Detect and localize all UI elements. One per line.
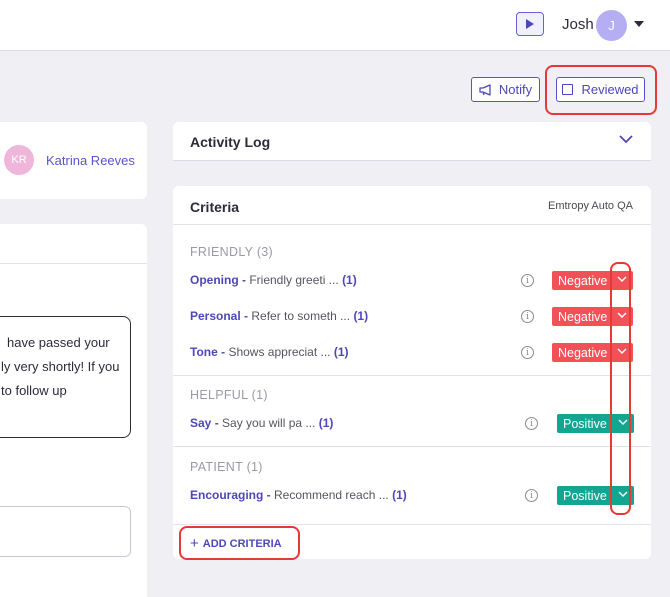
criteria-name: Tone bbox=[190, 345, 218, 359]
highlight-rating-dropdowns bbox=[610, 262, 631, 515]
play-icon bbox=[526, 19, 534, 29]
criteria-item-personal[interactable]: Personal - Refer to someth ... (1) bbox=[190, 309, 369, 323]
criteria-name: Say bbox=[190, 416, 212, 430]
criteria-name: Opening bbox=[190, 273, 239, 287]
top-bar: Josh J bbox=[0, 0, 670, 51]
notify-label: Notify bbox=[498, 82, 533, 97]
divider bbox=[173, 224, 651, 225]
criteria-count: (1) bbox=[333, 345, 349, 359]
message-line: ly very shortly! If you bbox=[1, 359, 120, 374]
message-line: to follow up bbox=[1, 383, 67, 398]
reply-input[interactable] bbox=[0, 506, 131, 557]
megaphone-icon bbox=[479, 83, 491, 96]
criteria-item-say[interactable]: Say - Say you will pa ... (1) bbox=[190, 416, 334, 430]
activity-log-title: Activity Log bbox=[190, 134, 271, 150]
criteria-source: Emtropy Auto QA bbox=[548, 200, 633, 212]
criteria-count: (1) bbox=[353, 309, 369, 323]
rating-tag-negative[interactable]: Negative bbox=[552, 271, 633, 290]
agent-avatar: KR bbox=[4, 145, 34, 175]
rating-tag-negative[interactable]: Negative bbox=[552, 343, 633, 362]
rating-tag-positive[interactable]: Positive bbox=[557, 486, 634, 505]
chevron-down-icon bbox=[618, 419, 628, 425]
criteria-name: Encouraging bbox=[190, 488, 264, 502]
criteria-count: (1) bbox=[392, 488, 407, 502]
rating-label: Positive bbox=[563, 416, 607, 431]
reviewed-label: Reviewed bbox=[581, 82, 639, 97]
add-criteria-button[interactable]: + ADD CRITERIA bbox=[190, 536, 282, 551]
criteria-panel: Criteria Emtropy Auto QA FRIENDLY (3) Op… bbox=[173, 186, 651, 559]
group-title-patient: PATIENT (1) bbox=[190, 460, 263, 474]
chevron-down-icon bbox=[617, 312, 627, 318]
user-avatar[interactable]: J bbox=[596, 10, 627, 41]
rating-tag-positive[interactable]: Positive bbox=[557, 414, 634, 433]
agent-name[interactable]: Katrina Reeves bbox=[46, 153, 135, 168]
rating-label: Positive bbox=[563, 488, 607, 503]
panel-divider bbox=[0, 263, 147, 264]
info-icon[interactable]: i bbox=[521, 310, 534, 323]
notify-button[interactable]: Notify bbox=[471, 77, 540, 102]
chevron-down-icon bbox=[618, 491, 628, 497]
rating-label: Negative bbox=[558, 309, 608, 324]
play-button[interactable] bbox=[516, 12, 544, 36]
activity-log-header[interactable]: Activity Log bbox=[173, 122, 651, 161]
plus-icon: + bbox=[190, 535, 199, 552]
group-title-friendly: FRIENDLY (3) bbox=[190, 245, 274, 259]
chevron-down-icon bbox=[617, 348, 627, 354]
reviewed-button[interactable]: Reviewed bbox=[556, 77, 645, 102]
info-icon[interactable]: i bbox=[521, 274, 534, 287]
criteria-item-tone[interactable]: Tone - Shows appreciat ... (1) bbox=[190, 345, 349, 359]
criteria-desc: Friendly greeti ... bbox=[249, 273, 339, 287]
criteria-item-opening[interactable]: Opening - Friendly greeti ... (1) bbox=[190, 273, 357, 287]
divider bbox=[173, 446, 651, 447]
chevron-down-icon[interactable] bbox=[619, 134, 633, 144]
highlight-reviewed bbox=[545, 65, 657, 115]
message-line: have passed your bbox=[7, 335, 110, 350]
chevron-down-icon bbox=[617, 276, 627, 282]
highlight-add-criteria bbox=[179, 526, 300, 560]
criteria-title: Criteria bbox=[190, 199, 240, 215]
rating-label: Negative bbox=[558, 345, 608, 360]
criteria-count: (1) bbox=[318, 416, 334, 430]
caret-down-icon[interactable] bbox=[634, 21, 644, 27]
criteria-desc: Say you will pa ... bbox=[222, 416, 316, 430]
criteria-desc: Recommend reach ... bbox=[274, 488, 389, 502]
criteria-count: (1) bbox=[342, 273, 357, 287]
divider bbox=[173, 524, 651, 525]
group-title-helpful: HELPFUL (1) bbox=[190, 388, 268, 402]
criteria-name: Personal bbox=[190, 309, 241, 323]
user-name[interactable]: Josh bbox=[562, 16, 594, 33]
rating-label: Negative bbox=[558, 273, 608, 288]
criteria-desc: Refer to someth ... bbox=[251, 309, 351, 323]
criteria-desc: Shows appreciat ... bbox=[228, 345, 331, 359]
info-icon[interactable]: i bbox=[525, 417, 538, 430]
info-icon[interactable]: i bbox=[521, 346, 534, 359]
info-icon[interactable]: i bbox=[525, 489, 538, 502]
divider bbox=[173, 375, 651, 376]
rating-tag-negative[interactable]: Negative bbox=[552, 307, 633, 326]
criteria-item-encouraging[interactable]: Encouraging - Recommend reach ... (1) bbox=[190, 488, 407, 502]
add-criteria-label: ADD CRITERIA bbox=[202, 537, 282, 550]
reviewed-checkbox[interactable] bbox=[562, 84, 574, 95]
message-bubble: have passed your ly very shortly! If you… bbox=[0, 316, 131, 438]
